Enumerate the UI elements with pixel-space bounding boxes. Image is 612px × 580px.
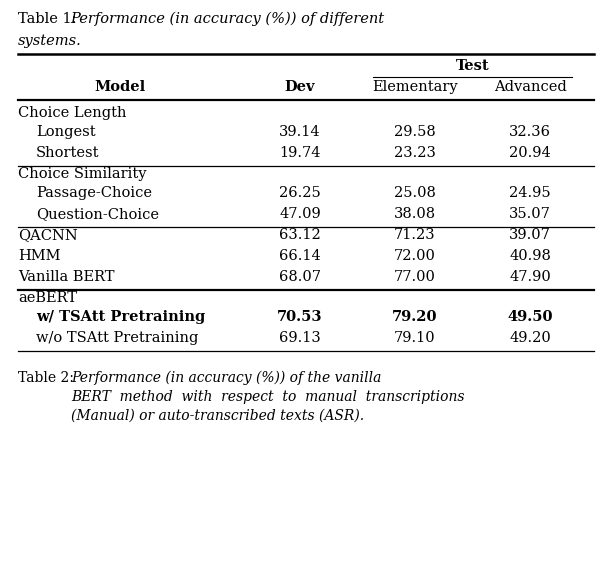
Text: systems.: systems. — [18, 34, 82, 48]
Text: 72.00: 72.00 — [394, 249, 436, 263]
Text: 49.50: 49.50 — [507, 310, 553, 324]
Text: w/o TSAtt Pretraining: w/o TSAtt Pretraining — [36, 331, 198, 345]
Text: 66.14: 66.14 — [279, 249, 321, 263]
Text: Passage-Choice: Passage-Choice — [36, 186, 152, 200]
Text: Dev: Dev — [285, 80, 315, 94]
Text: 39.14: 39.14 — [279, 125, 321, 139]
Text: 24.95: 24.95 — [509, 186, 551, 200]
Text: 23.23: 23.23 — [394, 146, 436, 160]
Text: 40.98: 40.98 — [509, 249, 551, 263]
Text: 70.53: 70.53 — [277, 310, 323, 324]
Text: 32.36: 32.36 — [509, 125, 551, 139]
Text: 20.94: 20.94 — [509, 146, 551, 160]
Text: 47.90: 47.90 — [509, 270, 551, 284]
Text: HMM: HMM — [18, 249, 61, 263]
Text: 63.12: 63.12 — [279, 228, 321, 242]
Text: 69.13: 69.13 — [279, 331, 321, 345]
Text: w/ TSAtt Pretraining: w/ TSAtt Pretraining — [36, 310, 205, 324]
Text: 71.23: 71.23 — [394, 228, 436, 242]
Text: 25.08: 25.08 — [394, 186, 436, 200]
Text: Shortest: Shortest — [36, 146, 100, 160]
Text: 79.10: 79.10 — [394, 331, 436, 345]
Text: Vanilla BERT: Vanilla BERT — [18, 270, 114, 284]
Text: Model: Model — [94, 80, 146, 94]
Text: 49.20: 49.20 — [509, 331, 551, 345]
Text: Choice Length: Choice Length — [18, 106, 127, 120]
Text: 68.07: 68.07 — [279, 270, 321, 284]
Text: Advanced: Advanced — [494, 80, 566, 94]
Text: Longest: Longest — [36, 125, 95, 139]
Text: aeBERT: aeBERT — [18, 291, 77, 305]
Text: 29.58: 29.58 — [394, 125, 436, 139]
Text: 39.07: 39.07 — [509, 228, 551, 242]
Text: 38.08: 38.08 — [394, 207, 436, 221]
Text: 79.20: 79.20 — [392, 310, 438, 324]
Text: QACNN: QACNN — [18, 228, 78, 242]
Text: Elementary: Elementary — [372, 80, 458, 94]
Text: Test: Test — [456, 59, 490, 73]
Text: 77.00: 77.00 — [394, 270, 436, 284]
Text: 19.74: 19.74 — [279, 146, 321, 160]
Text: Performance (in accuracy (%)) of the vanilla
BERT  method  with  respect  to  ma: Performance (in accuracy (%)) of the van… — [71, 371, 465, 422]
Text: 26.25: 26.25 — [279, 186, 321, 200]
Text: Performance (in accuracy (%)) of different: Performance (in accuracy (%)) of differe… — [70, 12, 384, 27]
Text: 47.09: 47.09 — [279, 207, 321, 221]
Text: Question-Choice: Question-Choice — [36, 207, 159, 221]
Text: Choice Similarity: Choice Similarity — [18, 167, 146, 181]
Text: Table 1:: Table 1: — [18, 12, 81, 26]
Text: 35.07: 35.07 — [509, 207, 551, 221]
Text: Table 2:: Table 2: — [18, 371, 78, 385]
